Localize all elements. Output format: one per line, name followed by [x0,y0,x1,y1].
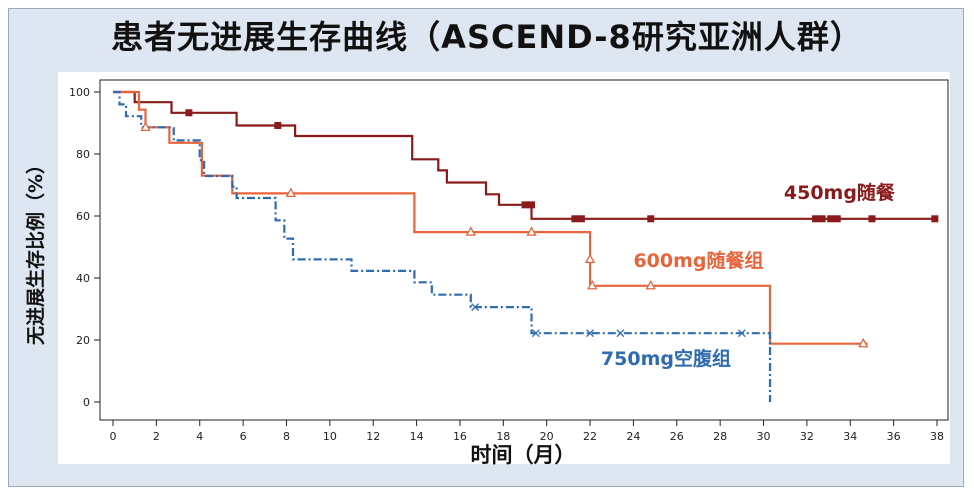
series-1-censor-mark [931,215,939,223]
chart-title: 患者无进展生存曲线（ASCEND-8研究亚洲人群） [111,18,863,56]
series-1-censor-mark [521,201,529,209]
y-tick-label: 80 [76,148,90,161]
series-1-censor-mark [868,215,876,223]
plot-border [99,79,949,421]
series-2-censor-mark [465,226,476,236]
series-2-censor-mark [285,187,296,198]
x-tick-label: 12 [366,430,380,443]
x-tick-label: 4 [196,430,203,443]
x-tick-label: 0 [110,430,117,443]
x-tick-label: 28 [713,430,727,443]
y-tick-label: 20 [76,334,90,347]
x-axis-label: 时间（月） [471,443,576,467]
series-1-censor-mark [274,121,282,129]
y-tick-label: 0 [83,396,90,409]
x-tick-label: 38 [930,430,944,443]
x-tick-label: 32 [800,430,814,443]
x-tick-label: 2 [153,430,160,443]
x-tick-label: 8 [283,430,290,443]
series-1-censor-mark [818,215,826,223]
x-tick-label: 24 [626,430,640,443]
series-1-censor-mark [571,215,579,223]
series-3-censor-mark [531,329,540,338]
y-tick-label: 100 [69,86,90,99]
series-3-curve [113,90,772,402]
series-2-censor-mark [584,253,596,264]
y-tick-label: 40 [76,272,90,285]
x-tick-label: 18 [496,430,510,443]
series-1-censor-mark [812,215,820,223]
x-tick-label: 6 [240,430,247,443]
series-2-censor-mark [140,121,151,131]
series-3-censor-mark [737,329,746,338]
series-1-censor-mark [185,109,193,117]
series-1-censor-mark [833,215,841,223]
x-tick-label: 26 [670,430,684,443]
plot-area [58,72,950,464]
series-3-censor-mark [471,303,480,312]
series-1-censor-mark [577,215,585,223]
series-2-censor-mark [526,226,537,236]
x-tick-label: 34 [843,430,857,443]
y-axis-label: 无进展生存比例（%） [24,155,47,345]
x-tick-label: 22 [583,430,597,443]
series-2-censor-mark [858,337,869,348]
y-tick-label: 60 [76,210,90,223]
x-tick-label: 14 [410,430,424,443]
x-tick-label: 20 [540,430,554,443]
series-3-label: 750mg空腹组 [601,347,731,370]
series-1-censor-mark [647,215,655,223]
series-3-censor-mark [616,329,625,338]
series-3-censor-mark [586,329,595,338]
x-tick-label: 30 [757,430,771,443]
x-tick-label: 10 [323,430,337,443]
series-1-censor-mark [528,201,536,209]
series-1-label: 450mg随餐 [784,181,896,204]
x-tick-label: 36 [887,430,901,443]
series-1-curve [113,90,937,220]
x-tick-label: 16 [453,430,467,443]
series-2-label: 600mg随餐组 [633,249,763,272]
series-2-censor-mark [587,279,598,290]
series-1-censor-mark [827,215,835,223]
series-2-censor-mark [645,279,656,290]
